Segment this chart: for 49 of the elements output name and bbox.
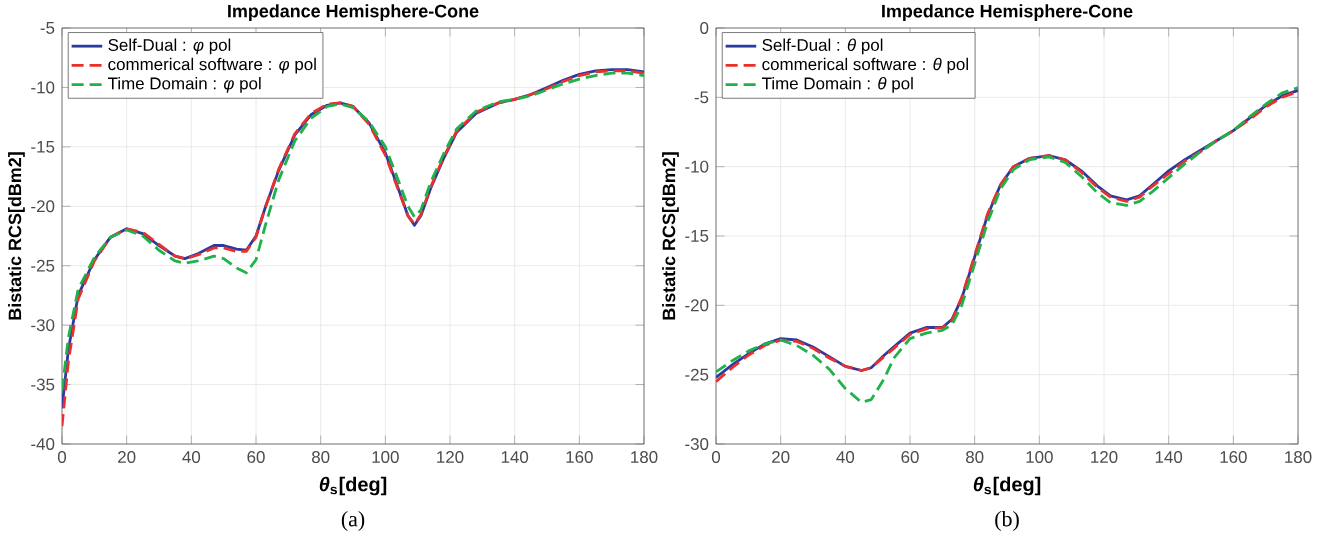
x-tick-label: 180 [631,451,658,464]
x-tick-label: 120 [1091,451,1118,464]
y-tick-label: -25 [31,259,55,272]
x-tick-label: 100 [1026,451,1053,464]
y-tick-label: 0 [700,22,709,34]
x-tick-label: 80 [312,451,330,464]
x-tick-label: 140 [501,451,529,464]
y-axis-title: Bistatic RCS[dBm2] [662,152,679,320]
y-tick-label: -15 [685,230,709,242]
y-tick-label: -20 [685,299,709,312]
x-tick-label: 80 [966,451,984,464]
legend-label: commerical software : φ pol [108,57,316,74]
y-tick-label: -5 [40,22,55,34]
x-tick-label: 160 [1220,451,1247,464]
text: (a) [341,511,365,531]
y-tick-label: -5 [694,91,709,104]
x-tick-label: 120 [437,451,464,464]
legend-label: Time Domain : θ pol [762,77,913,93]
y-tick-label: -25 [685,368,709,381]
chart-title: Impedance Hemisphere-Cone [882,4,1133,21]
x-tick-label: 60 [901,451,919,464]
x-tick-label: 160 [566,451,593,464]
x-tick-label: 180 [1285,451,1312,464]
y-tick-label: -35 [31,378,55,391]
legend-label: Self-Dual : θ pol [762,38,883,55]
legend-label: Self-Dual : φ pol [108,38,231,55]
y-tick-label: -20 [31,200,55,213]
y-tick-label: -10 [31,81,55,94]
x-tick-label: 100 [372,451,399,464]
chart-title: Impedance Hemisphere-Cone [228,4,479,21]
x-tick-label: 0 [57,451,67,464]
y-tick-label: -10 [685,160,709,173]
y-tick-label: -40 [31,438,55,450]
x-tick-label: 20 [118,451,136,464]
x-axis-title: θ$_{s}$[deg] [319,476,387,496]
x-tick-label: 60 [247,451,265,464]
y-tick-label: -30 [685,438,709,450]
x-tick-label: 0 [711,451,721,464]
x-tick-label: 40 [836,451,855,464]
x-tick-label: 20 [772,451,790,464]
y-tick-label: -15 [31,140,55,153]
legend-label: Time Domain : φ pol [107,76,261,93]
y-axis-title: Bistatic RCS[dBm2] [8,152,25,320]
x-axis-title: θ$_{s}$[deg] [973,476,1041,496]
legend-label: commerical software : θ pol [762,57,968,74]
text: (b) [995,511,1019,531]
y-tick-label: -30 [31,319,55,332]
x-tick-label: 40 [182,451,201,464]
x-tick-label: 140 [1155,451,1183,464]
